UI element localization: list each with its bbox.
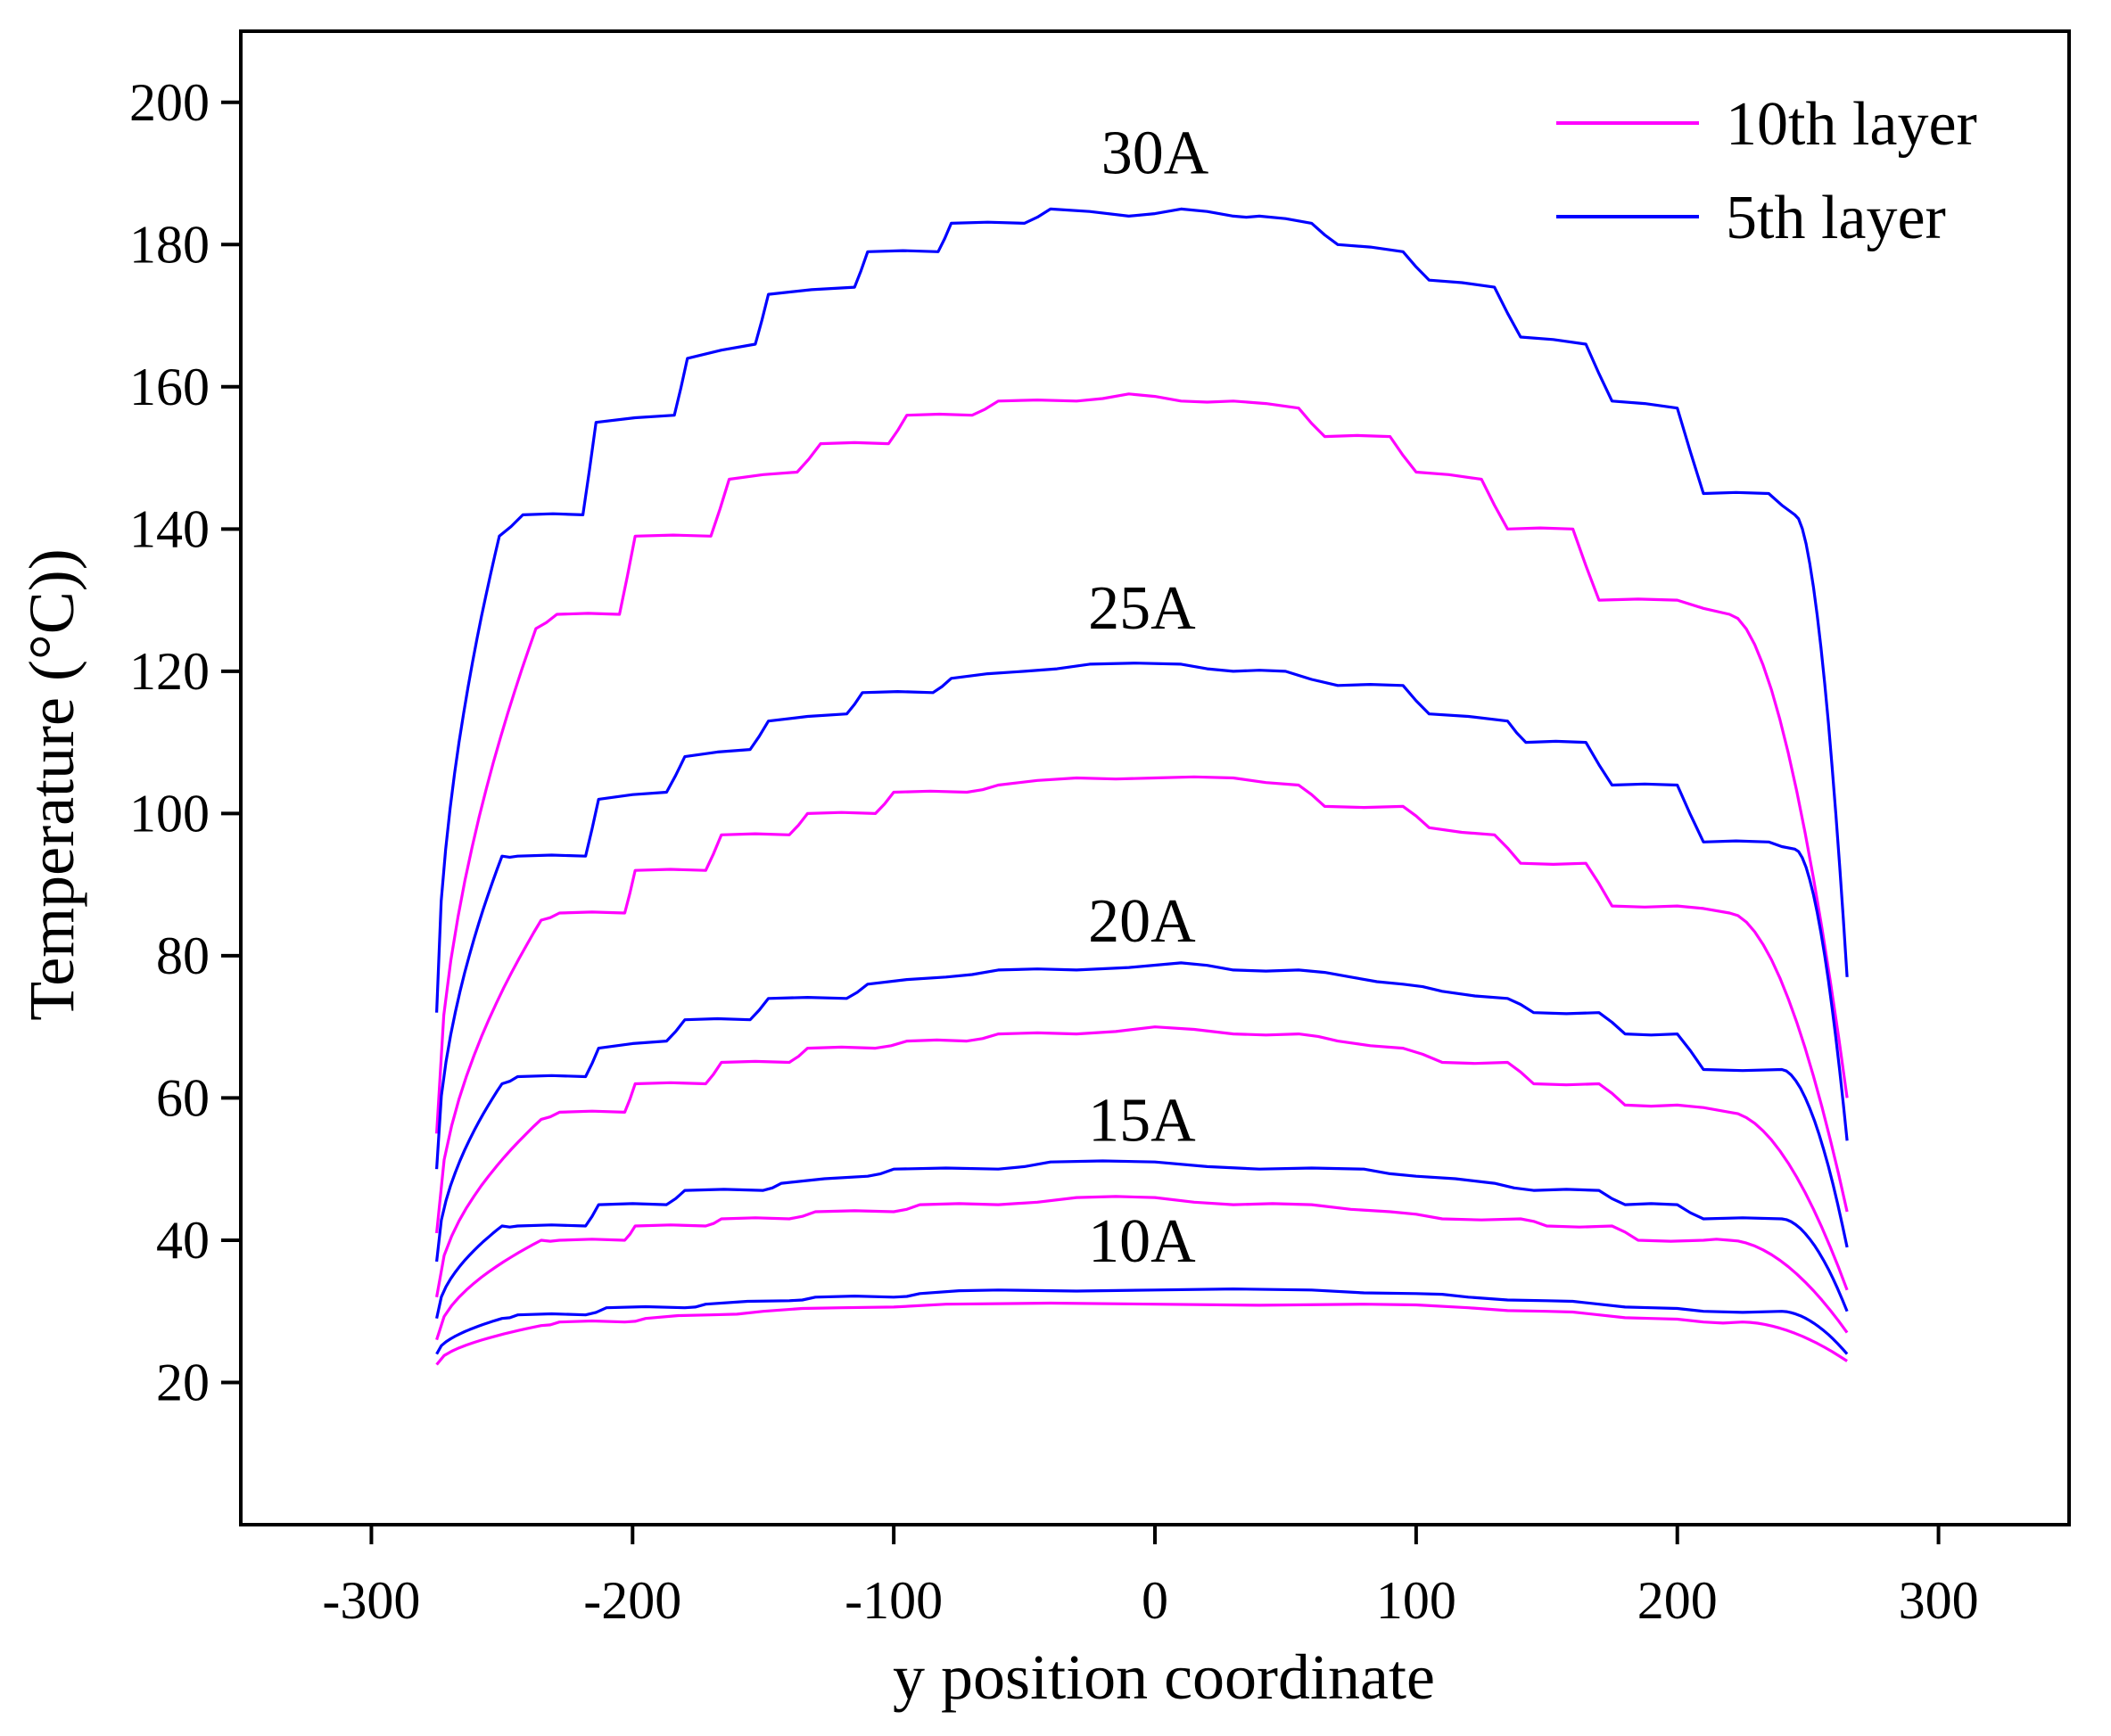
y-tick-label: 100 [129,784,210,843]
x-tick-label: 300 [1899,1571,1979,1630]
y-tick-label: 40 [156,1211,210,1270]
x-tick-label: 100 [1376,1571,1456,1630]
y-tick-label: 20 [156,1353,210,1411]
series-line-10A-5th-layer [435,1288,1849,1355]
y-tick-label: 60 [156,1068,210,1127]
y-tick-label: 120 [129,642,210,701]
series-line-15A-10th-layer [435,1195,1849,1341]
y-tick-label: 200 [129,73,210,132]
x-tick-label: -300 [322,1571,420,1630]
y-axis-title: Temperature (°C)) [16,548,87,1021]
x-tick-label: 200 [1637,1571,1718,1630]
series-line-20A-10th-layer [435,1025,1849,1298]
y-tick-label: 180 [129,215,210,274]
y-tick-label: 140 [129,499,210,558]
series-line-25A-5th-layer [435,662,1849,1170]
x-tick-label: -100 [845,1571,943,1630]
series-layer [435,207,1849,1366]
x-tick-label: -200 [583,1571,681,1630]
x-tick-label: 0 [1142,1571,1168,1630]
series-line-30A-5th-layer [435,207,1849,1013]
annotation-label: 25A [1088,574,1196,643]
series-line-30A-10th-layer [435,392,1849,1134]
labels-layer: -300 -200 -100 0 100 200 300 20 40 60 80 100 120 140 1… [129,73,1979,1630]
legend-label: 5th layer [1726,184,1946,252]
annotation-label: 10A [1088,1207,1196,1276]
series-line-20A-5th-layer [435,961,1849,1263]
annotations-layer: 30A 25A 20A 15A 10A [1088,119,1209,1276]
series-line-10A-10th-layer [435,1301,1848,1366]
annotation-label: 15A [1088,1086,1196,1155]
annotation-label: 20A [1088,887,1196,956]
x-axis-title: y position coordinate [893,1641,1435,1713]
y-tick-label: 160 [129,358,210,416]
series-line-25A-10th-layer [435,775,1849,1234]
y-tick-label: 80 [156,926,210,985]
legend: 10th layer 5th layer [1556,90,1977,252]
legend-label: 10th layer [1726,90,1977,159]
series-line-15A-5th-layer [435,1159,1849,1320]
axes-layer [221,29,2071,1544]
annotation-label: 30A [1101,119,1209,188]
